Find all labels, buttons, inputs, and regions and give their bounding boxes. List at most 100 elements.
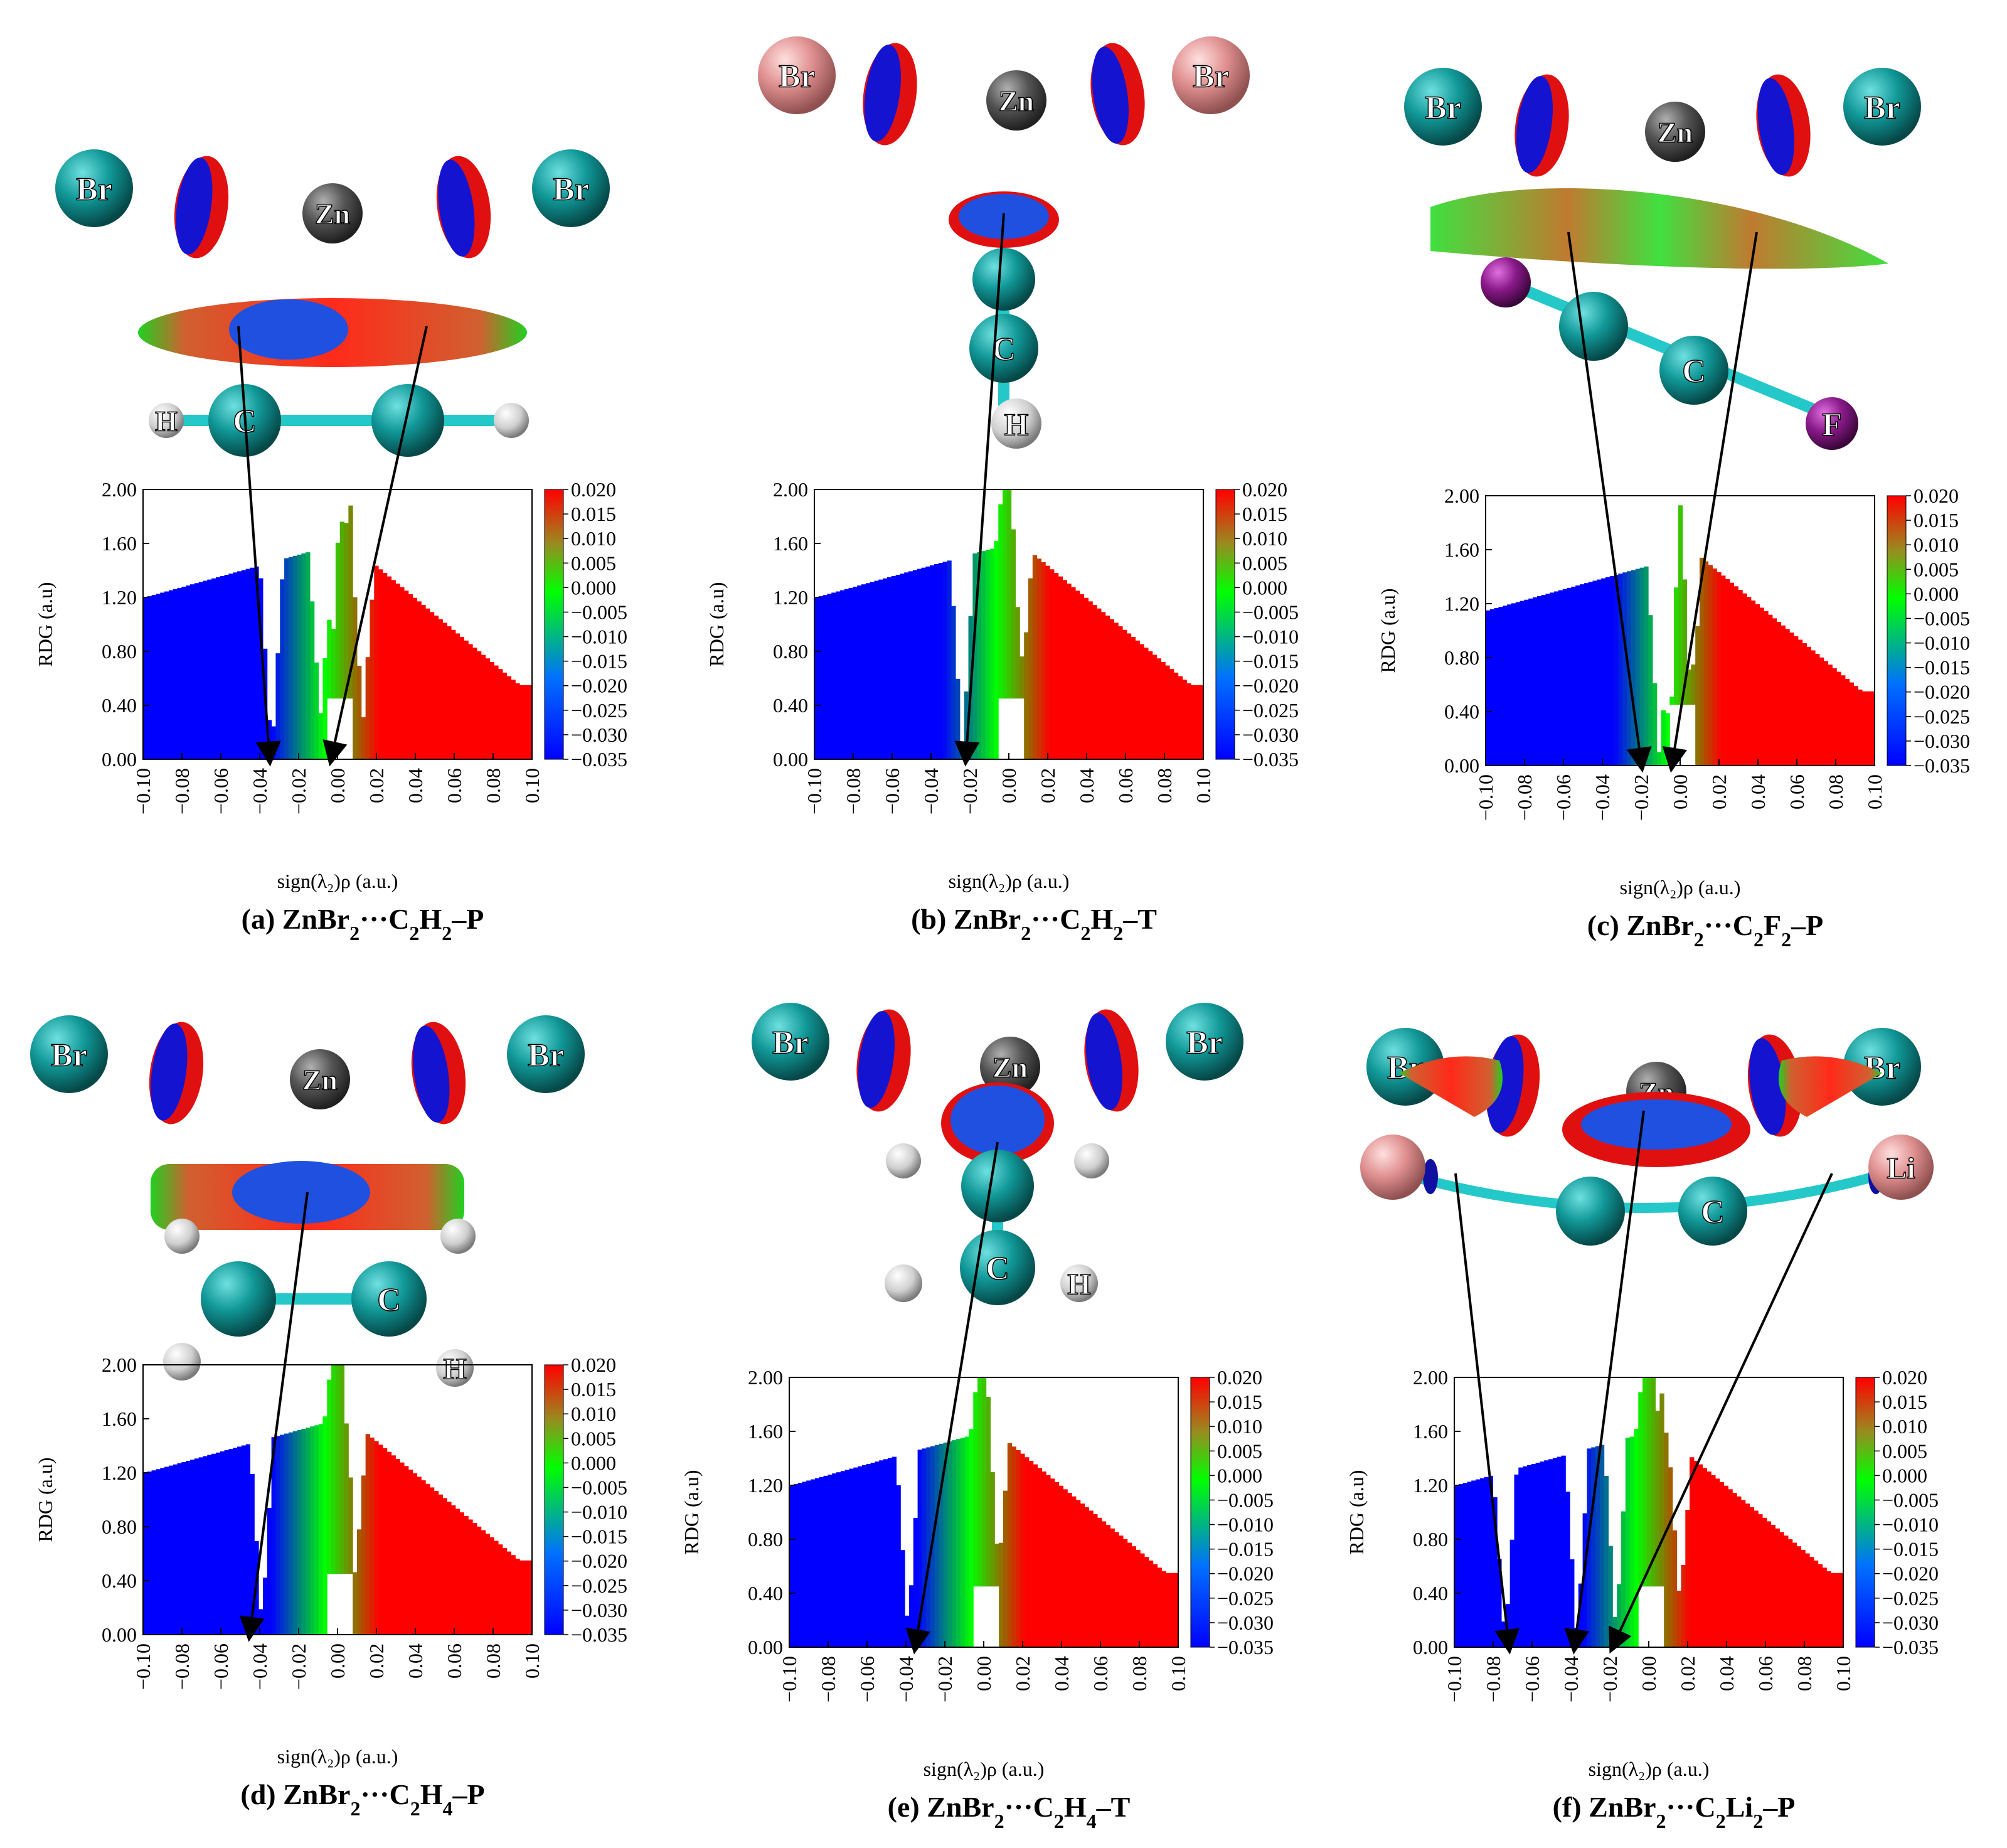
scatter-column	[1494, 607, 1499, 766]
c-atom-right	[371, 384, 444, 457]
f-atom-left	[1481, 257, 1531, 307]
nci-disc-left	[149, 1022, 204, 1124]
scatter-column	[1622, 572, 1627, 766]
scatter-column	[481, 1530, 486, 1635]
scatter-column	[1775, 1528, 1780, 1647]
scatter-column	[391, 1455, 396, 1635]
xtick-label: 0.10	[521, 768, 543, 803]
scatter-column	[464, 1515, 469, 1635]
scatter-column	[1580, 584, 1585, 766]
scatter-column	[1758, 1514, 1763, 1647]
c-atom-top	[972, 248, 1035, 311]
scatter-column	[1747, 597, 1752, 766]
scatter-column	[1811, 650, 1816, 766]
xtick-label: −0.10	[132, 768, 154, 815]
scatter-column	[1493, 1497, 1498, 1647]
scatter-column	[912, 570, 918, 759]
scatter-column	[939, 1443, 944, 1647]
ytick-label: 2.00	[748, 1366, 783, 1389]
ytick-label: 1.20	[773, 586, 808, 609]
caption-part: ···C	[1666, 1791, 1716, 1823]
scatter-column	[1642, 1377, 1648, 1587]
c-atom-right	[351, 1261, 427, 1337]
scatter-column	[1071, 587, 1076, 759]
ytick-label: 1.60	[773, 532, 808, 555]
scatter-column	[1712, 568, 1717, 766]
scatter-column	[378, 1445, 383, 1635]
scatter-column	[1045, 565, 1050, 759]
colorbar-tick-label: −0.005	[1882, 1488, 1939, 1511]
scatter-column	[288, 1432, 294, 1635]
scatter-column	[1703, 561, 1709, 766]
scatter-column	[1567, 587, 1572, 766]
xtick-label: 0.02	[365, 1643, 388, 1679]
nci-arrow	[1662, 232, 1758, 773]
xtick-label: 0.08	[1153, 768, 1176, 803]
scatter-column	[447, 1502, 452, 1635]
scatter-column	[930, 565, 935, 759]
scatter-column	[1802, 643, 1807, 766]
colorbar-tick-label: 0.000	[571, 576, 616, 599]
xtick-label: −0.02	[1630, 774, 1653, 821]
xtick-label: 0.02	[365, 768, 388, 803]
zn-atom	[1645, 102, 1705, 162]
caption-part: (f) ZnBr	[1553, 1791, 1656, 1823]
ytick-label: 1.20	[102, 586, 137, 609]
caption-part: 2	[1694, 928, 1704, 951]
scatter-column	[865, 583, 871, 759]
scatter-column	[1028, 578, 1033, 759]
scatter-column	[1691, 664, 1696, 705]
scatter-column	[434, 1491, 439, 1635]
scatter-column	[1166, 1573, 1171, 1647]
nci-disc-right-blue	[413, 1025, 450, 1123]
colorbar-tick-label: −0.030	[571, 1599, 627, 1621]
scatter-column	[1037, 1468, 1042, 1647]
xtick-label: 0.04	[1075, 768, 1098, 803]
scatter-column	[297, 1429, 302, 1635]
scatter-column	[408, 1470, 413, 1635]
caption-part: 4	[443, 1797, 453, 1820]
nci-cap-blue	[950, 1086, 1045, 1155]
c-atom-right-label: C	[1701, 1195, 1725, 1231]
scatter-column	[1050, 1478, 1055, 1647]
ytick-label: 0.40	[1413, 1582, 1448, 1605]
scatter-column	[425, 608, 430, 759]
scatter-column	[1597, 579, 1602, 766]
scatter-column	[811, 1479, 816, 1647]
panel-f: BrBrZnLiC0.000.400.801.201.602.00−0.10−0…	[1345, 1028, 1939, 1832]
scatter-column	[1822, 1568, 1827, 1647]
c-atom-top	[961, 1150, 1034, 1222]
scatter-column	[1652, 683, 1658, 766]
scatter-column	[1655, 1411, 1660, 1587]
h-atom-tr	[440, 1219, 476, 1254]
colorbar-tick-label: 0.015	[1242, 503, 1287, 525]
scatter-column	[498, 669, 503, 759]
scatter-column	[1669, 697, 1674, 705]
xtick-label: 0.06	[1114, 768, 1137, 803]
scatter-column	[228, 1449, 233, 1635]
scatter-column	[395, 583, 400, 759]
scatter-column	[241, 570, 247, 759]
caption-part: 2	[1021, 922, 1031, 944]
panel-c: Br Br Zn C F 0.00 0.40 0.80 1.20 1.60 2.00 −0.10 −0.…	[1376, 68, 1970, 951]
scatter-column	[1644, 566, 1649, 766]
scatter-column	[1719, 1482, 1725, 1647]
scatter-column	[173, 1464, 178, 1635]
xtick-label: 0.02	[1036, 768, 1059, 803]
scatter-column	[173, 589, 178, 759]
colorbar-tick-label: −0.015	[571, 1525, 627, 1548]
colorbar-tick-label: 0.005	[571, 1427, 616, 1450]
scatter-column	[271, 726, 276, 759]
colorbar-tick-label: −0.035	[571, 1623, 627, 1646]
scatter-column	[1785, 629, 1790, 766]
scatter-column	[237, 571, 242, 759]
nci-arrow	[1609, 1173, 1833, 1654]
br-right-atom-label: Br	[1186, 1025, 1223, 1061]
scatter-column	[1479, 1478, 1485, 1647]
scatter-column	[1618, 574, 1623, 766]
scatter-column	[1471, 1480, 1476, 1647]
panel-a: BrBrZnHC0.000.400.801.201.602.00−0.10−0.…	[34, 149, 627, 944]
scatter-column	[164, 591, 169, 759]
colorbar-tick-label: 0.005	[571, 552, 616, 574]
scatter-column	[1041, 562, 1046, 759]
